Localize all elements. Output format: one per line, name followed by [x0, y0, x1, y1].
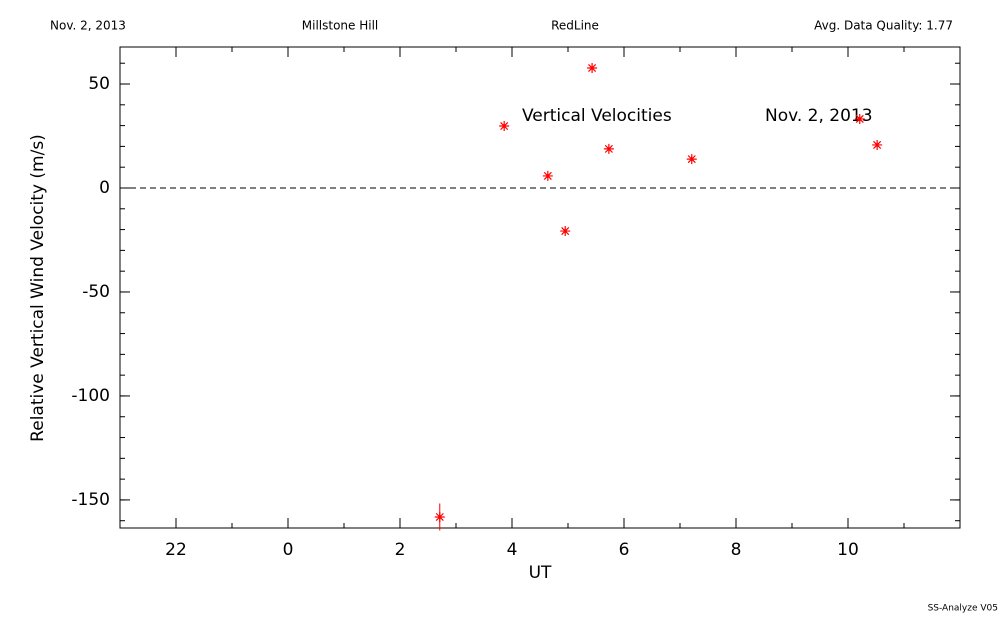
y-tick-label: 50	[88, 74, 110, 94]
y-tick-label: -100	[71, 386, 110, 406]
header-site: Millstone Hill	[302, 19, 378, 33]
x-tick-label: 22	[165, 540, 187, 560]
header-date: Nov. 2, 2013	[50, 19, 126, 33]
x-tick-label: 0	[283, 540, 294, 560]
y-axis-label: Relative Vertical Wind Velocity (m/s)	[28, 134, 48, 442]
point	[587, 63, 598, 74]
x-tick-label: 6	[619, 540, 630, 560]
point	[560, 226, 571, 237]
x-tick-label: 8	[731, 540, 742, 560]
header-line: RedLine	[551, 19, 599, 33]
point	[542, 170, 553, 181]
header-quality: Avg. Data Quality: 1.77	[814, 19, 953, 33]
annotation: Nov. 2, 2013	[765, 106, 873, 126]
point	[603, 143, 614, 154]
point	[854, 113, 865, 124]
x-tick-label: 10	[837, 540, 859, 560]
annotation: Vertical Velocities	[522, 106, 672, 126]
y-tick-label: -150	[71, 490, 110, 510]
x-tick-label: 2	[395, 540, 406, 560]
point	[686, 154, 697, 165]
x-tick-label: 4	[507, 540, 518, 560]
point	[434, 511, 445, 522]
plot-frame	[119, 46, 961, 529]
footer: SS-Analyze V05	[928, 604, 998, 614]
point	[872, 139, 883, 150]
y-tick-label: 0	[99, 178, 110, 198]
point	[499, 121, 510, 132]
y-tick-label: -50	[82, 282, 110, 302]
x-axis-label: UT	[529, 563, 552, 583]
